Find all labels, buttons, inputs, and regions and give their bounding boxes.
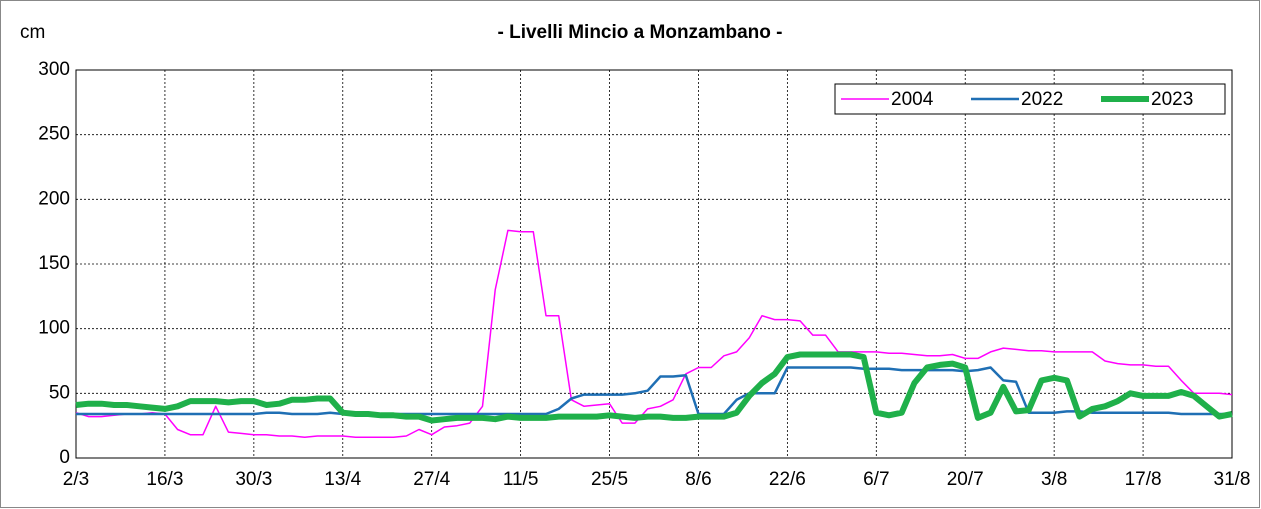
legend-label: 2023	[1151, 89, 1193, 110]
y-tick-label: 0	[59, 447, 70, 468]
y-tick-label: 150	[38, 253, 70, 274]
x-tick-label: 11/5	[503, 469, 539, 490]
y-tick-label: 100	[38, 318, 70, 339]
x-tick-label: 2/3	[63, 469, 89, 490]
x-tick-label: 20/7	[947, 469, 984, 490]
legend-label: 2022	[1021, 89, 1063, 110]
x-tick-label: 22/6	[769, 469, 806, 490]
x-tick-label: 16/3	[146, 469, 183, 490]
y-tick-label: 200	[38, 188, 70, 209]
x-tick-label: 30/3	[235, 469, 272, 490]
x-tick-label: 3/8	[1041, 469, 1067, 490]
line-series	[76, 366, 1232, 416]
y-tick-label: 250	[38, 124, 70, 145]
chart-title: - Livelli Mincio a Monzambano -	[497, 22, 782, 43]
y-axis-label: cm	[20, 22, 45, 43]
x-tick-label: 27/4	[413, 469, 450, 490]
x-tick-label: 31/8	[1214, 469, 1251, 490]
line-series	[75, 351, 1233, 424]
y-tick-label: 300	[38, 59, 70, 80]
legend-box	[834, 83, 1226, 115]
line-series	[75, 229, 1233, 439]
x-tick-label: 13/4	[324, 469, 361, 490]
x-tick-label: 17/8	[1125, 469, 1162, 490]
x-tick-label: 8/6	[685, 469, 711, 490]
legend-label: 2004	[891, 89, 934, 110]
x-tick-label: 6/7	[863, 469, 889, 490]
y-tick-label: 50	[49, 382, 70, 403]
x-tick-label: 25/5	[591, 469, 628, 490]
